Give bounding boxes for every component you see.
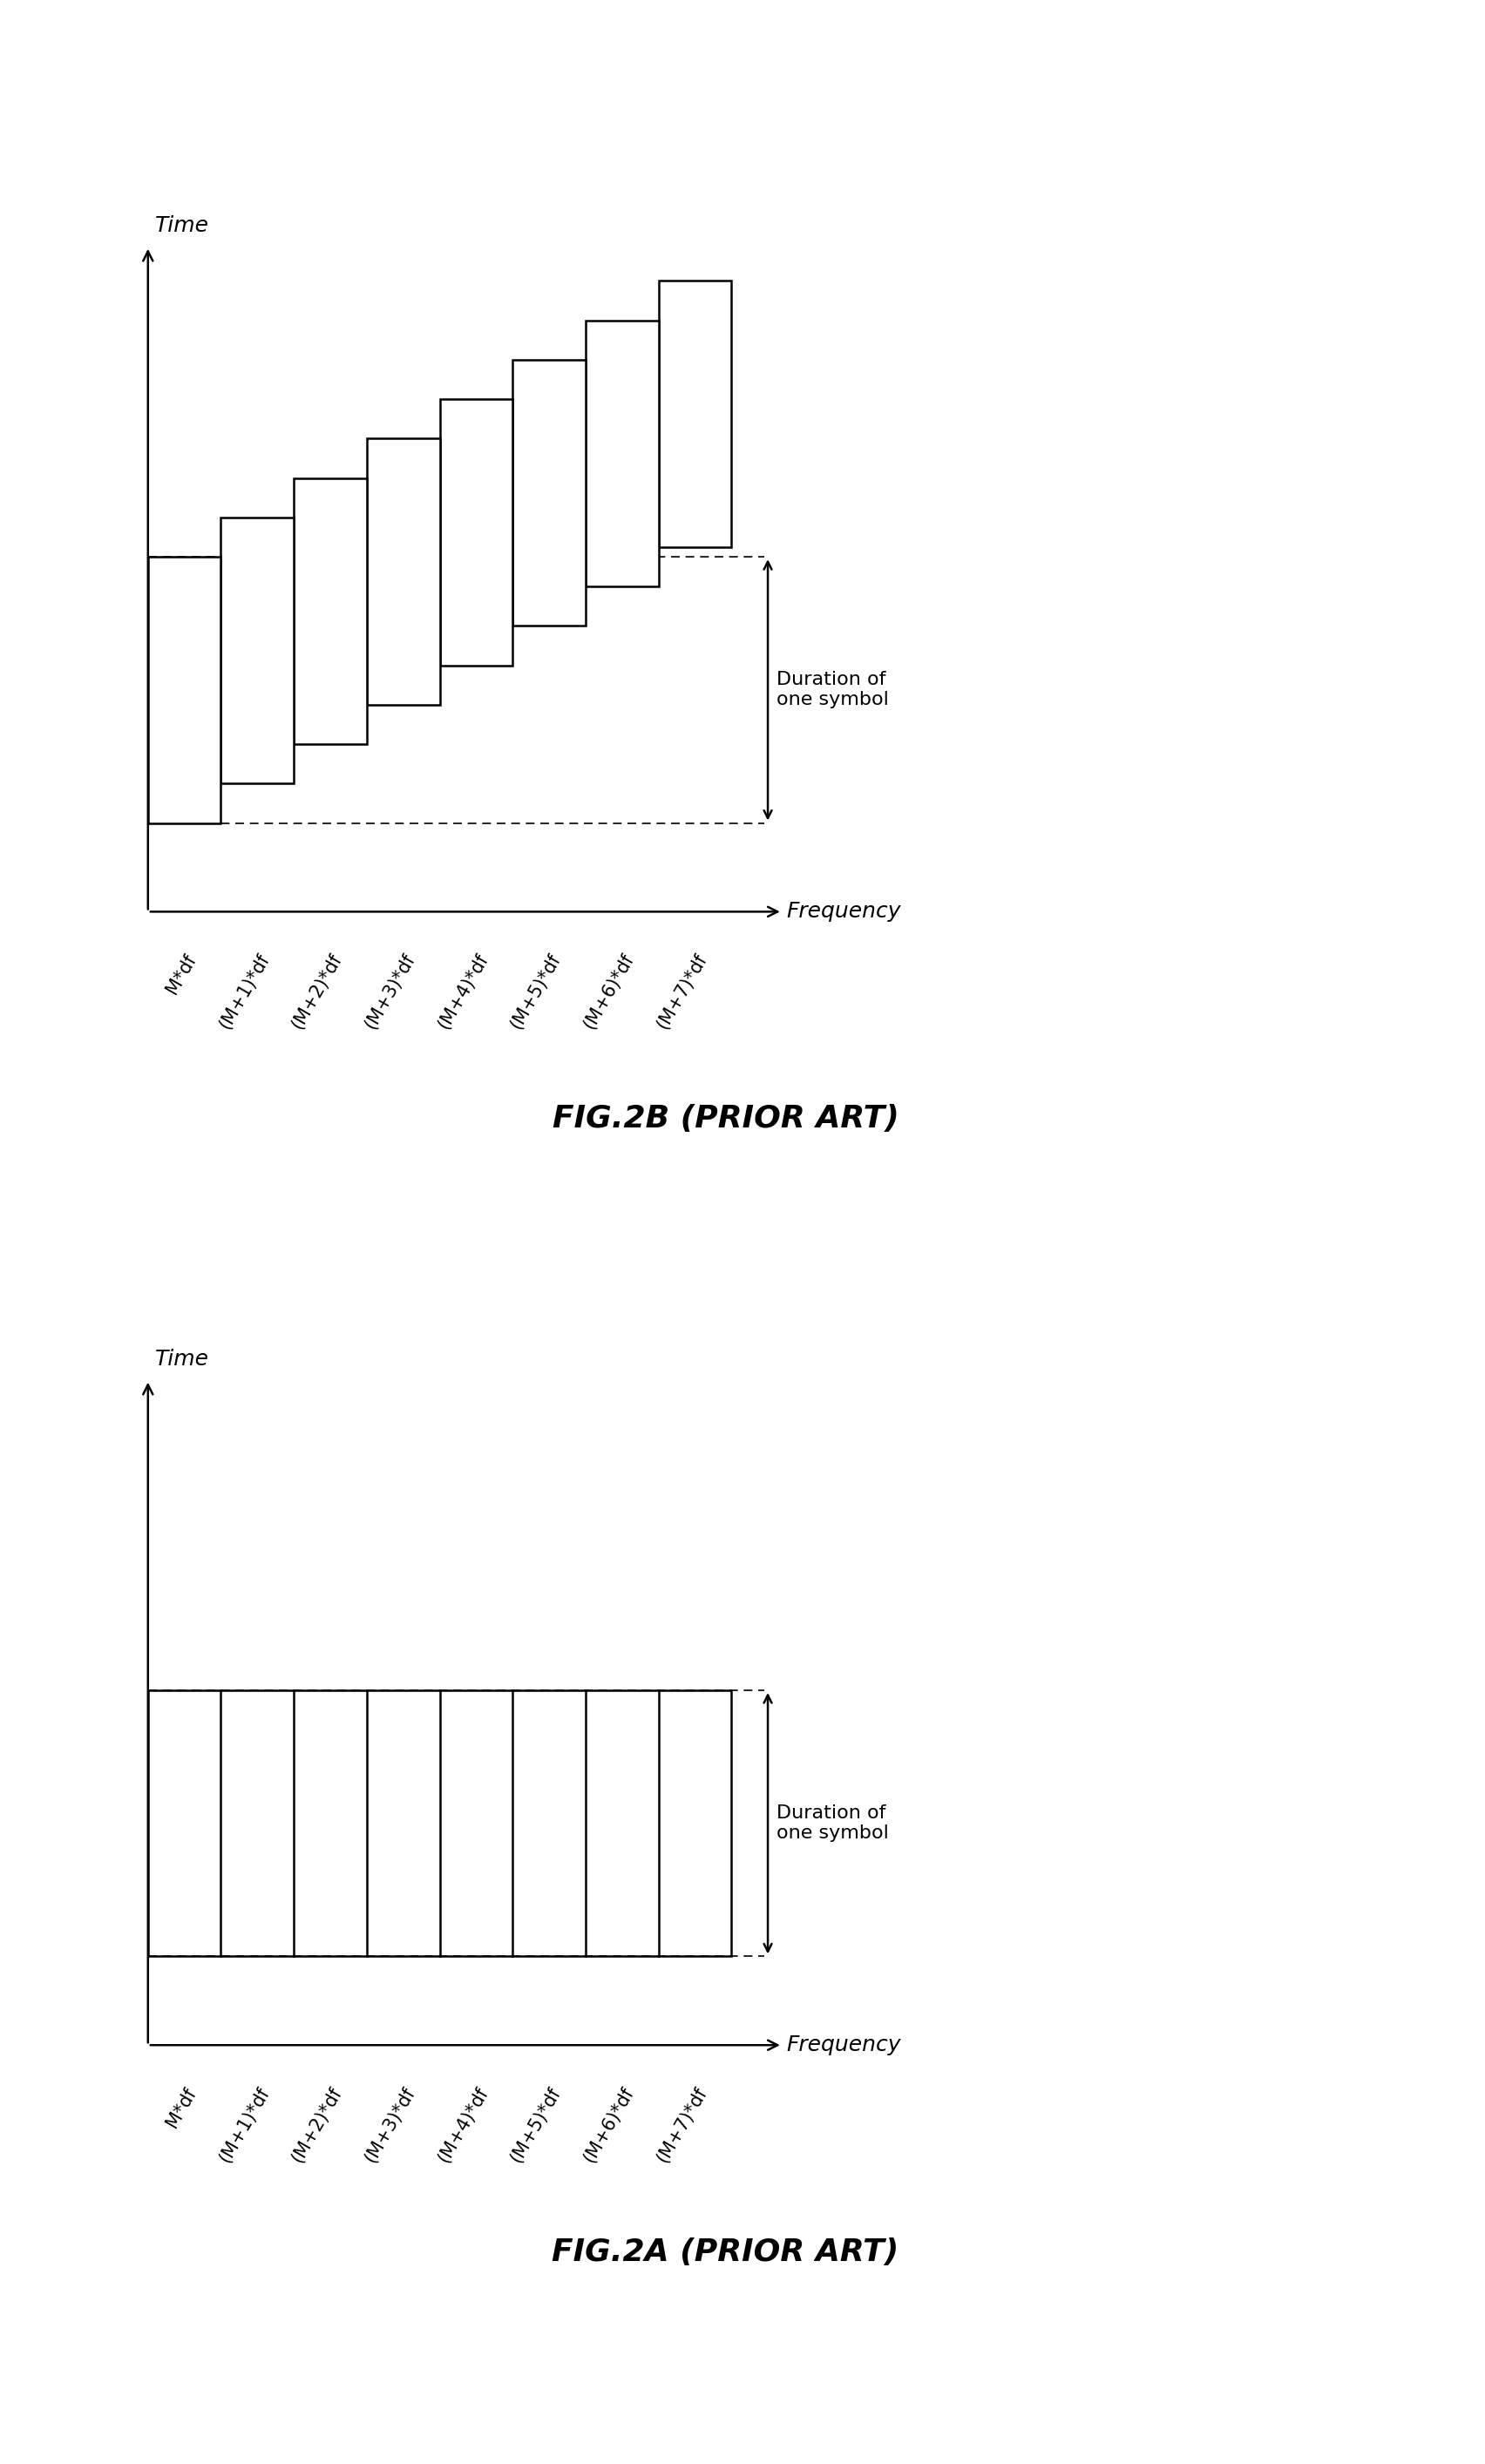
Bar — [148, 1690, 731, 1956]
Bar — [148, 557, 221, 823]
Text: Time: Time — [156, 1350, 209, 1370]
Text: (M+7)*df: (M+7)*df — [653, 951, 710, 1032]
Text: M*df: M*df — [163, 2085, 199, 2131]
Text: Duration of
one symbol: Duration of one symbol — [777, 1804, 890, 1843]
Text: (M+5)*df: (M+5)*df — [508, 951, 564, 1032]
Text: Duration of
one symbol: Duration of one symbol — [777, 670, 890, 710]
Text: FIG.2A (PRIOR ART): FIG.2A (PRIOR ART) — [552, 2237, 898, 2267]
Text: Frequency: Frequency — [786, 902, 901, 922]
Text: (M+4)*df: (M+4)*df — [434, 951, 492, 1032]
Bar — [512, 360, 585, 626]
Text: (M+4)*df: (M+4)*df — [434, 2085, 492, 2166]
Text: (M+6)*df: (M+6)*df — [581, 951, 637, 1032]
Bar — [221, 517, 294, 784]
Text: (M+7)*df: (M+7)*df — [653, 2085, 710, 2166]
Text: (M+2)*df: (M+2)*df — [288, 2085, 346, 2166]
Text: (M+3)*df: (M+3)*df — [361, 2085, 419, 2166]
Text: (M+6)*df: (M+6)*df — [581, 2085, 637, 2166]
Bar — [440, 399, 512, 665]
Bar — [585, 320, 658, 586]
Text: (M+2)*df: (M+2)*df — [288, 951, 346, 1032]
Text: (M+5)*df: (M+5)*df — [508, 2085, 564, 2166]
Text: M*df: M*df — [163, 951, 199, 998]
Text: (M+1)*df: (M+1)*df — [215, 2085, 272, 2166]
Text: FIG.2B (PRIOR ART): FIG.2B (PRIOR ART) — [552, 1104, 898, 1133]
Text: Time: Time — [156, 217, 209, 237]
Text: Frequency: Frequency — [786, 2035, 901, 2055]
Bar — [294, 478, 367, 744]
Bar — [658, 281, 731, 547]
Text: (M+1)*df: (M+1)*df — [215, 951, 272, 1032]
Text: (M+3)*df: (M+3)*df — [361, 951, 419, 1032]
Bar — [367, 439, 440, 705]
